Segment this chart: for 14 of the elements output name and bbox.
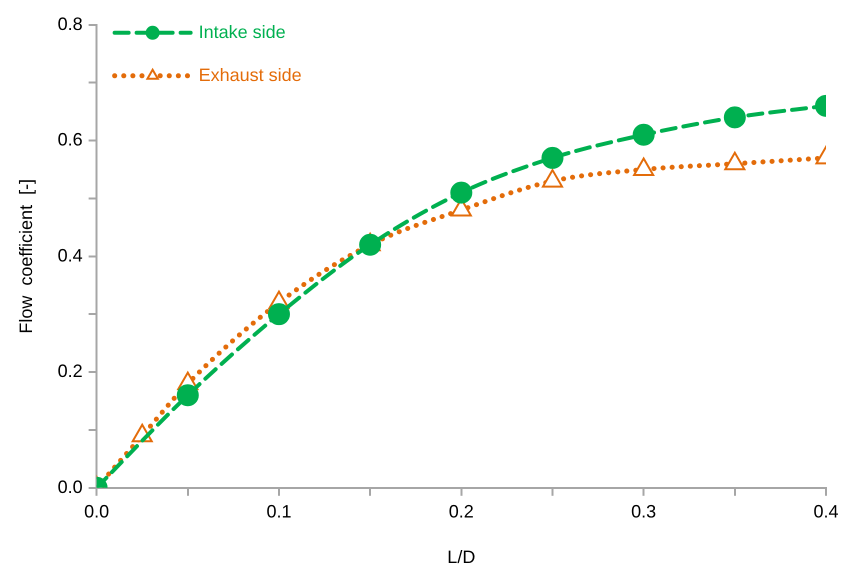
x-tick-label: 0.2 [448, 502, 474, 522]
x-tick-label: 0.0 [84, 502, 110, 522]
y-tick-label: 0.2 [58, 361, 83, 382]
x-tick-label: 0.4 [813, 502, 839, 522]
y-tick-label: 0.6 [58, 130, 83, 150]
y-tick-label: 0.0 [58, 476, 83, 497]
x-tick-label: 0.3 [631, 502, 656, 522]
y-tick-label: 0.4 [58, 245, 83, 266]
y-axis-title: Flow coefficient [-] [16, 178, 36, 334]
y-tick-label: 0.8 [58, 14, 83, 34]
x-axis-title: L/D [447, 547, 476, 568]
x-tick-label: 0.1 [266, 502, 292, 522]
legend-label: Exhaust side [198, 64, 302, 85]
legend-label: Intake side [198, 22, 286, 42]
